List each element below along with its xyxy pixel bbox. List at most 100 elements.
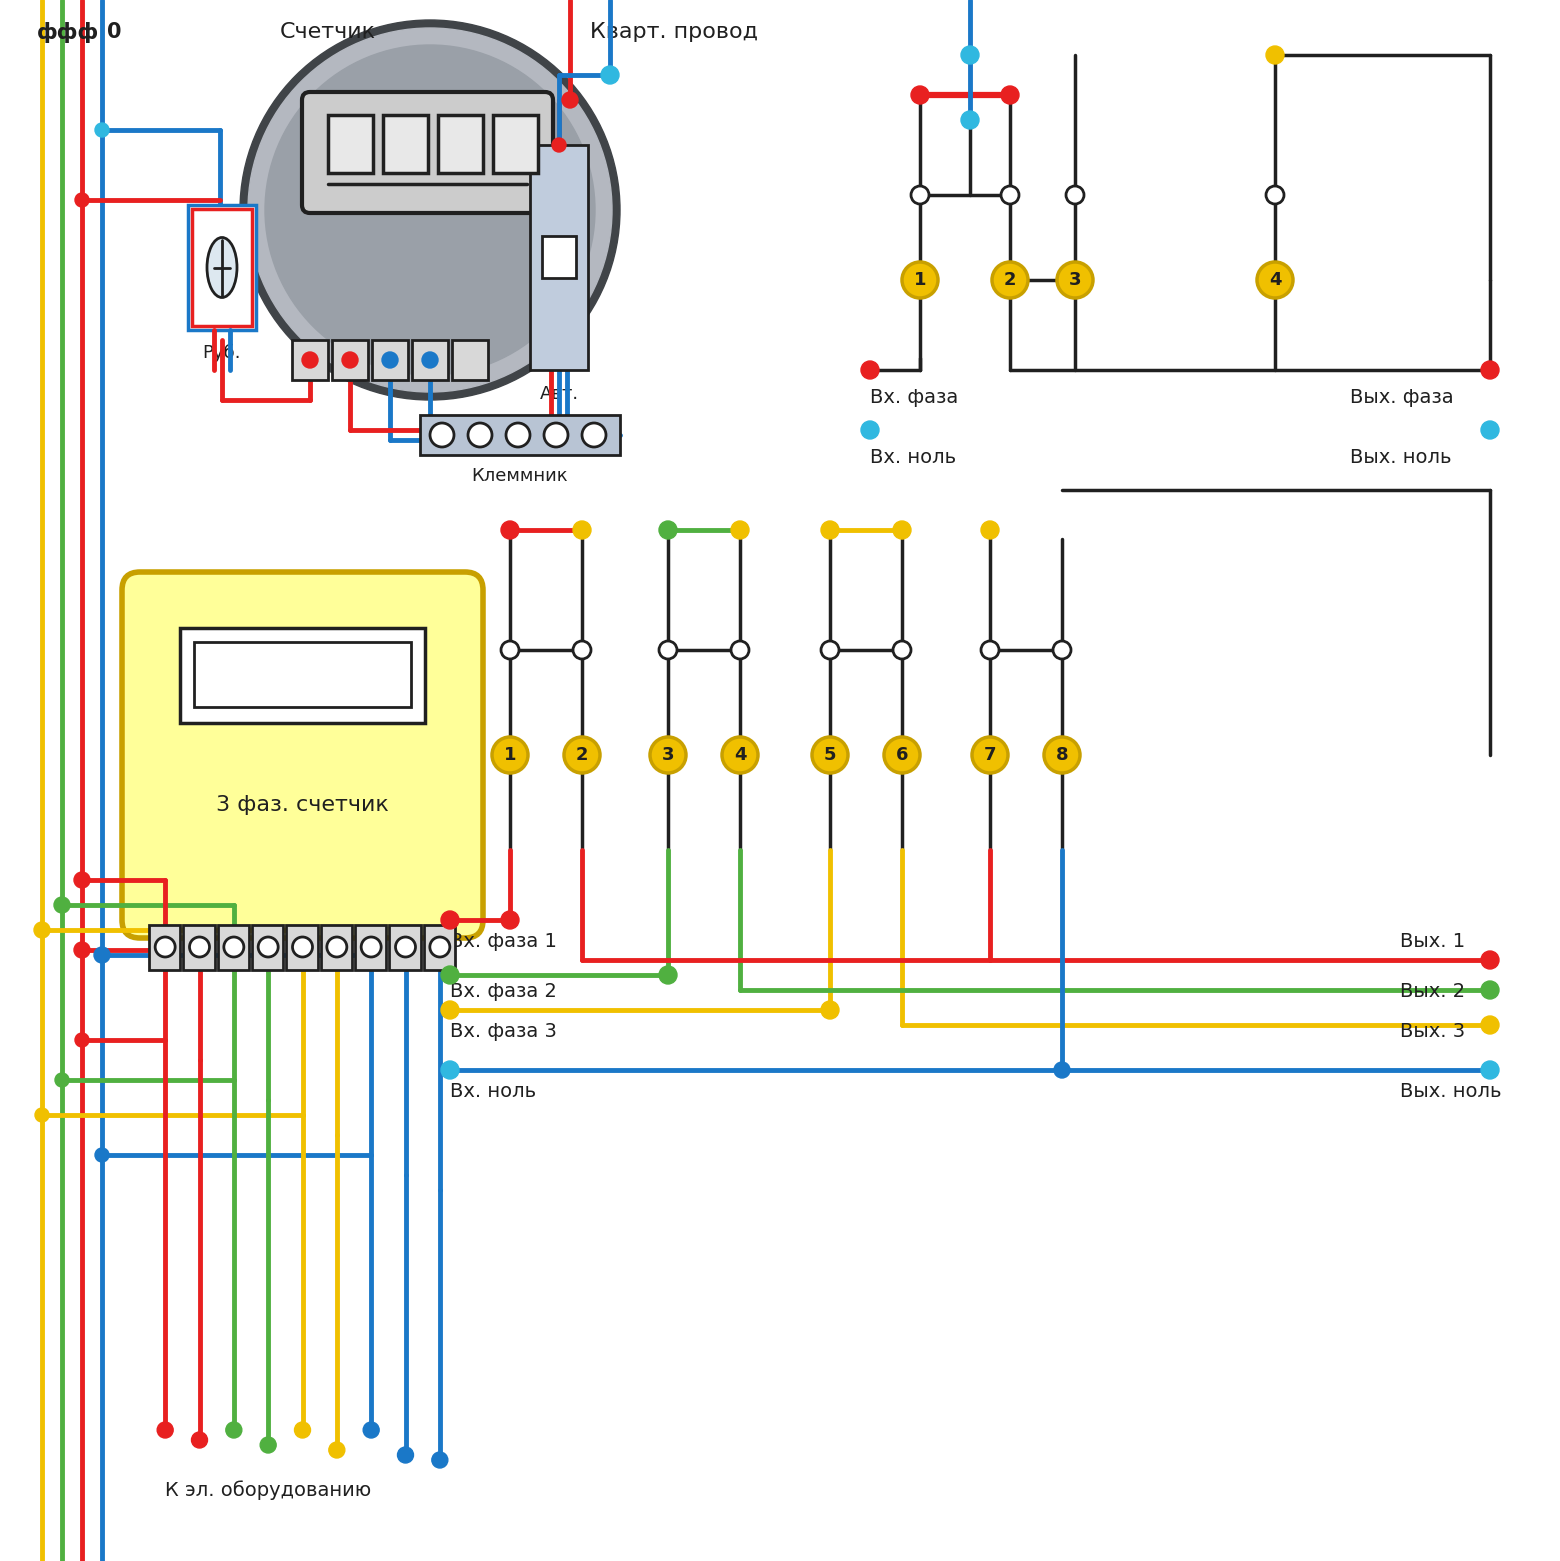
Ellipse shape xyxy=(207,237,237,298)
Circle shape xyxy=(885,737,920,773)
Circle shape xyxy=(501,642,519,659)
Circle shape xyxy=(582,423,605,446)
Circle shape xyxy=(1065,186,1084,204)
Circle shape xyxy=(1044,737,1080,773)
Circle shape xyxy=(1002,186,1019,204)
Circle shape xyxy=(468,423,491,446)
Text: 2: 2 xyxy=(576,746,588,763)
Circle shape xyxy=(1267,45,1284,64)
Text: 6: 6 xyxy=(895,746,908,763)
Text: Клеммник: Клеммник xyxy=(471,467,568,485)
FancyBboxPatch shape xyxy=(189,204,256,329)
FancyBboxPatch shape xyxy=(412,340,448,379)
FancyBboxPatch shape xyxy=(356,926,387,969)
Circle shape xyxy=(565,737,601,773)
Circle shape xyxy=(651,737,686,773)
Circle shape xyxy=(303,351,318,368)
Circle shape xyxy=(722,737,758,773)
FancyBboxPatch shape xyxy=(287,926,318,969)
FancyBboxPatch shape xyxy=(390,926,421,969)
Text: 3 фаз. счетчик: 3 фаз. счетчик xyxy=(217,795,388,815)
Text: Вых. 2: Вых. 2 xyxy=(1399,982,1465,1001)
Text: Вых. ноль: Вых. ноль xyxy=(1349,448,1451,467)
Text: Вх. ноль: Вх. ноль xyxy=(449,1082,537,1101)
Circle shape xyxy=(398,1447,413,1463)
Circle shape xyxy=(223,937,243,957)
FancyBboxPatch shape xyxy=(493,116,538,173)
Circle shape xyxy=(1480,1016,1499,1033)
FancyBboxPatch shape xyxy=(192,209,253,326)
Circle shape xyxy=(501,521,519,539)
Circle shape xyxy=(73,941,90,958)
Circle shape xyxy=(911,86,930,105)
Text: 3: 3 xyxy=(661,746,674,763)
Circle shape xyxy=(1257,262,1293,298)
Text: 3: 3 xyxy=(1069,272,1081,289)
Circle shape xyxy=(34,923,50,938)
Circle shape xyxy=(75,194,89,208)
FancyBboxPatch shape xyxy=(179,628,424,723)
Circle shape xyxy=(573,642,591,659)
Circle shape xyxy=(423,351,438,368)
Circle shape xyxy=(1058,262,1094,298)
Text: Вых. 3: Вых. 3 xyxy=(1399,1022,1465,1041)
Text: Вх. фаза 3: Вх. фаза 3 xyxy=(449,1022,557,1041)
Circle shape xyxy=(226,1422,242,1438)
Circle shape xyxy=(1480,361,1499,379)
Circle shape xyxy=(441,912,459,929)
Text: 8: 8 xyxy=(1056,746,1069,763)
FancyBboxPatch shape xyxy=(184,926,215,969)
Circle shape xyxy=(34,1108,48,1122)
Circle shape xyxy=(1480,951,1499,969)
Circle shape xyxy=(505,423,530,446)
Circle shape xyxy=(189,937,209,957)
FancyBboxPatch shape xyxy=(541,236,576,278)
FancyBboxPatch shape xyxy=(424,926,456,969)
Circle shape xyxy=(158,1422,173,1438)
Circle shape xyxy=(902,262,938,298)
Circle shape xyxy=(1055,1061,1070,1079)
Circle shape xyxy=(73,873,90,888)
Circle shape xyxy=(1480,421,1499,439)
Circle shape xyxy=(55,898,70,913)
Circle shape xyxy=(1480,1061,1499,1079)
Circle shape xyxy=(601,66,619,84)
Circle shape xyxy=(329,1442,345,1458)
Text: Вх. фаза 1: Вх. фаза 1 xyxy=(449,932,557,951)
Circle shape xyxy=(1053,642,1072,659)
Circle shape xyxy=(981,521,998,539)
Circle shape xyxy=(813,737,849,773)
Circle shape xyxy=(961,111,980,130)
FancyBboxPatch shape xyxy=(371,340,409,379)
Circle shape xyxy=(861,361,878,379)
FancyBboxPatch shape xyxy=(332,340,368,379)
Circle shape xyxy=(501,912,519,929)
Circle shape xyxy=(732,521,749,539)
Text: Счетчик: Счетчик xyxy=(279,22,376,42)
Circle shape xyxy=(342,351,357,368)
Text: Вх. фаза 2: Вх. фаза 2 xyxy=(449,982,557,1001)
Circle shape xyxy=(257,937,278,957)
Circle shape xyxy=(396,937,415,957)
Circle shape xyxy=(1267,186,1284,204)
Circle shape xyxy=(552,137,566,151)
Circle shape xyxy=(544,423,568,446)
Circle shape xyxy=(441,966,459,983)
Text: Вых. фаза: Вых. фаза xyxy=(1349,389,1454,407)
Circle shape xyxy=(658,521,677,539)
Circle shape xyxy=(892,521,911,539)
Circle shape xyxy=(94,948,111,963)
Circle shape xyxy=(363,1422,379,1438)
Text: К эл. оборудованию: К эл. оборудованию xyxy=(165,1480,371,1500)
Circle shape xyxy=(295,1422,310,1438)
Circle shape xyxy=(328,937,346,957)
Circle shape xyxy=(431,937,449,957)
Circle shape xyxy=(491,737,527,773)
Circle shape xyxy=(95,123,109,137)
FancyBboxPatch shape xyxy=(303,92,552,212)
FancyBboxPatch shape xyxy=(420,415,619,454)
Text: 7: 7 xyxy=(984,746,997,763)
Circle shape xyxy=(293,937,312,957)
Text: 5: 5 xyxy=(824,746,836,763)
Circle shape xyxy=(961,45,980,64)
